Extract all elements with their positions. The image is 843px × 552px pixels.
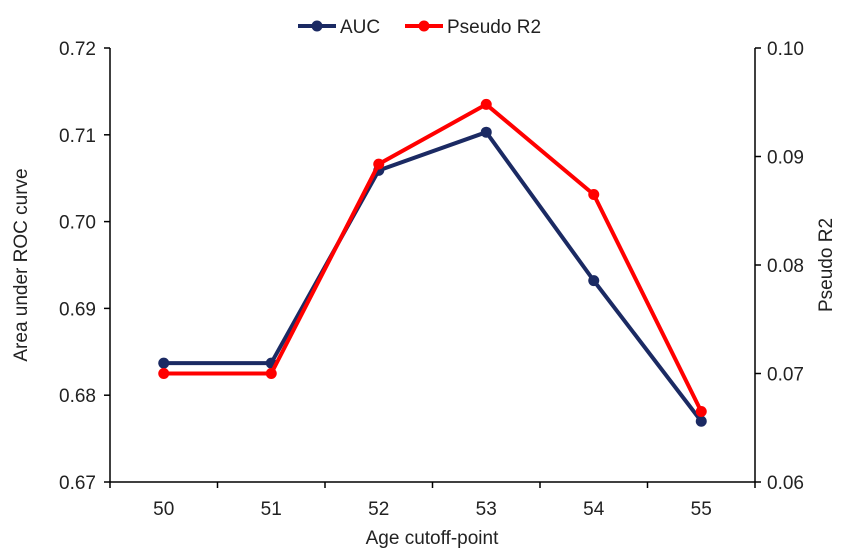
legend-marker-auc: [311, 20, 323, 32]
x-tick-label: 55: [691, 499, 712, 520]
left-axis-ticks: 0.67 0.68 0.69 0.70 0.71 0.72: [59, 39, 110, 494]
x-tick-label: 52: [368, 499, 389, 520]
legend-label-auc: AUC: [340, 17, 380, 38]
series-line-pseudo-r2: [163, 102, 704, 413]
data-point-pseudo-r2: [695, 405, 707, 417]
data-point-pseudo-r2: [265, 368, 277, 379]
left-tick-label: 0.67: [59, 473, 96, 494]
right-tick-label: 0.10: [767, 39, 804, 60]
right-tick-label: 0.08: [767, 256, 804, 277]
data-point-pseudo-r2: [158, 368, 170, 379]
right-tick-label: 0.06: [767, 473, 804, 494]
data-point-pseudo-r2: [480, 98, 492, 110]
x-tick-label: 54: [583, 499, 605, 520]
y-axis-title: Area under ROC curve: [11, 168, 32, 361]
right-tick-label: 0.09: [767, 148, 804, 169]
x-tick-label: 50: [153, 499, 174, 520]
x-axis-ticks: 50 51 52 53 54 55: [109, 482, 756, 520]
left-tick-label: 0.72: [59, 39, 96, 60]
data-point-pseudo-r2: [588, 188, 600, 200]
data-point-auc: [588, 275, 600, 287]
data-point-auc: [695, 415, 707, 427]
x-tick-label: 51: [261, 499, 282, 520]
left-tick-label: 0.69: [59, 299, 96, 320]
left-tick-label: 0.70: [59, 213, 96, 234]
legend-marker-pseudo-r2: [418, 20, 430, 32]
series-layer: [158, 98, 707, 427]
data-point-pseudo-r2: [373, 158, 385, 170]
legend-label-pseudo-r2: Pseudo R2: [447, 17, 541, 38]
left-tick-label: 0.71: [59, 126, 96, 147]
x-tick-label: 53: [476, 499, 497, 520]
series-line-auc: [163, 130, 703, 423]
x-axis-title: Age cutoff-point: [366, 528, 499, 549]
right-tick-label: 0.07: [767, 365, 804, 386]
right-axis-ticks: 0.06 0.07 0.08 0.09 0.10: [755, 39, 804, 494]
left-tick-label: 0.68: [59, 386, 96, 407]
data-point-auc: [158, 357, 170, 369]
data-point-auc: [480, 126, 492, 138]
plot-area: [109, 48, 756, 483]
legend: AUC Pseudo R2: [298, 17, 541, 38]
y2-axis-title: Pseudo R2: [816, 218, 837, 312]
